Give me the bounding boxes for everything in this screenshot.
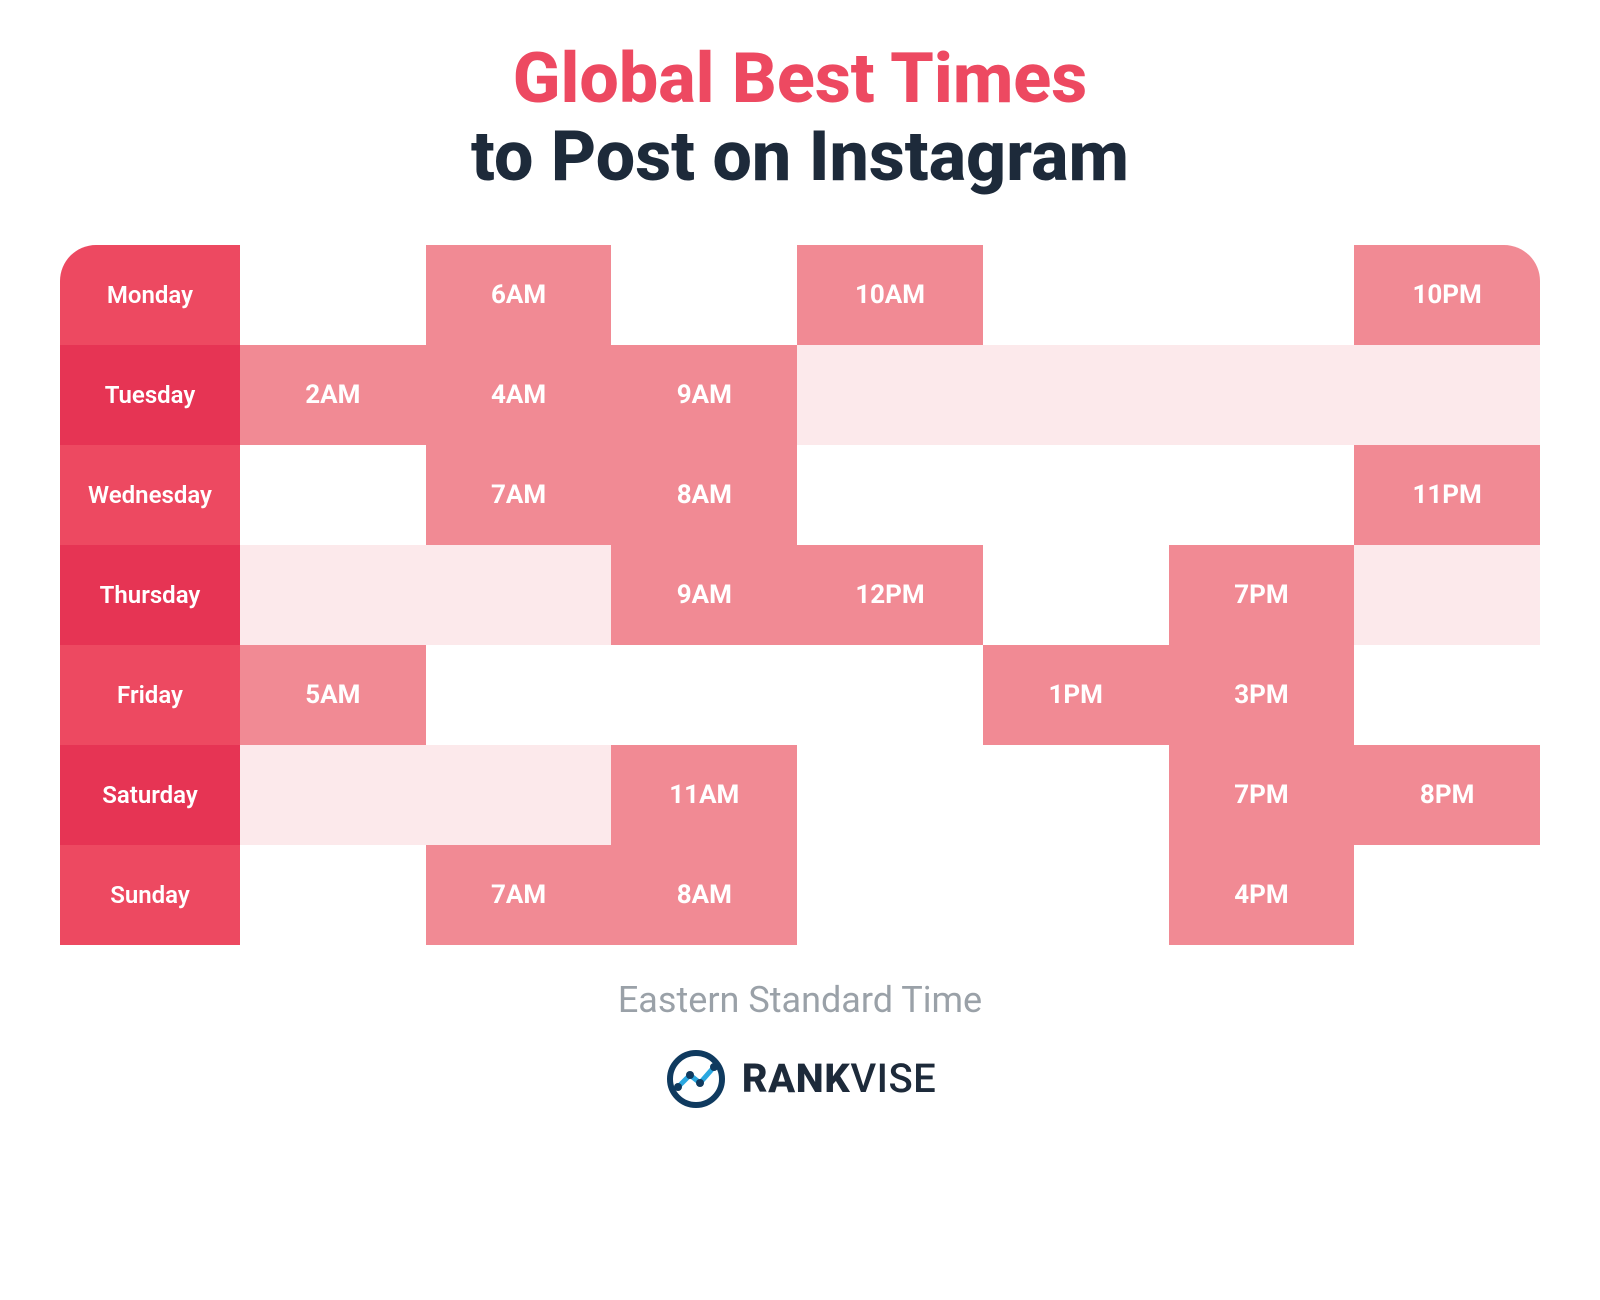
title-line-1: Global Best Times <box>60 40 1540 118</box>
brand-text-bold: RANK <box>742 1055 851 1102</box>
day-label: Sunday <box>60 845 240 945</box>
empty-cell <box>797 645 983 745</box>
time-cell: 7PM <box>1169 545 1355 645</box>
day-label: Friday <box>60 645 240 745</box>
day-label: Tuesday <box>60 345 240 445</box>
empty-cell <box>426 545 612 645</box>
time-cell: 9AM <box>611 545 797 645</box>
time-cell: 3PM <box>1169 645 1355 745</box>
time-cell: 6AM <box>426 245 612 345</box>
time-cell: 8PM <box>1354 745 1540 845</box>
day-label: Wednesday <box>60 445 240 545</box>
empty-cell <box>240 745 426 845</box>
time-cell: 7AM <box>426 845 612 945</box>
empty-cell <box>426 745 612 845</box>
time-cell: 4AM <box>426 345 612 445</box>
infographic-container: Global Best Times to Post on Instagram M… <box>0 0 1600 1300</box>
rankvise-icon <box>664 1047 728 1111</box>
empty-cell <box>1354 345 1540 445</box>
empty-cell <box>240 245 426 345</box>
schedule-row: Tuesday2AM4AM9AM <box>60 345 1540 445</box>
empty-cell <box>240 445 426 545</box>
empty-cell <box>797 345 983 445</box>
empty-cell <box>611 645 797 745</box>
empty-cell <box>1169 245 1355 345</box>
empty-cell <box>983 545 1169 645</box>
time-cell: 7PM <box>1169 745 1355 845</box>
empty-cell <box>983 445 1169 545</box>
brand-text-light: VISE <box>850 1055 936 1102</box>
empty-cell <box>983 845 1169 945</box>
timezone-note: Eastern Standard Time <box>60 979 1540 1021</box>
empty-cell <box>1354 645 1540 745</box>
time-cell: 8AM <box>611 445 797 545</box>
time-cell: 8AM <box>611 845 797 945</box>
time-cell: 12PM <box>797 545 983 645</box>
day-label: Thursday <box>60 545 240 645</box>
schedule-row: Sunday 7AM8AM 4PM <box>60 845 1540 945</box>
brand-logo: RANKVISE <box>60 1047 1540 1111</box>
time-cell: 11AM <box>611 745 797 845</box>
empty-cell <box>983 245 1169 345</box>
day-label: Saturday <box>60 745 240 845</box>
empty-cell <box>240 845 426 945</box>
schedule-grid: Monday6AM10AM10PMTuesday2AM4AM9AMWednesd… <box>60 245 1540 945</box>
time-cell: 1PM <box>983 645 1169 745</box>
schedule-row: Thursday 9AM12PM 7PM <box>60 545 1540 645</box>
title-block: Global Best Times to Post on Instagram <box>60 40 1540 197</box>
time-cell: 7AM <box>426 445 612 545</box>
empty-cell <box>983 345 1169 445</box>
empty-cell <box>1169 445 1355 545</box>
time-cell: 5AM <box>240 645 426 745</box>
empty-cell <box>983 745 1169 845</box>
schedule-row: Friday5AM 1PM3PM <box>60 645 1540 745</box>
empty-cell <box>240 545 426 645</box>
brand-text: RANKVISE <box>742 1055 937 1102</box>
empty-cell <box>426 645 612 745</box>
empty-cell <box>797 845 983 945</box>
empty-cell <box>611 245 797 345</box>
time-cell: 4PM <box>1169 845 1355 945</box>
empty-cell <box>797 445 983 545</box>
time-cell: 11PM <box>1354 445 1540 545</box>
schedule-row: Wednesday 7AM8AM 11PM <box>60 445 1540 545</box>
time-cell: 10AM <box>797 245 983 345</box>
time-cell: 10PM <box>1354 245 1540 345</box>
time-cell: 2AM <box>240 345 426 445</box>
schedule-row: Saturday 11AM 7PM8PM <box>60 745 1540 845</box>
title-line-2: to Post on Instagram <box>60 118 1540 196</box>
time-cell: 9AM <box>611 345 797 445</box>
empty-cell <box>1354 545 1540 645</box>
empty-cell <box>1169 345 1355 445</box>
day-label: Monday <box>60 245 240 345</box>
empty-cell <box>1354 845 1540 945</box>
schedule-row: Monday 6AM 10AM 10PM <box>60 245 1540 345</box>
empty-cell <box>797 745 983 845</box>
